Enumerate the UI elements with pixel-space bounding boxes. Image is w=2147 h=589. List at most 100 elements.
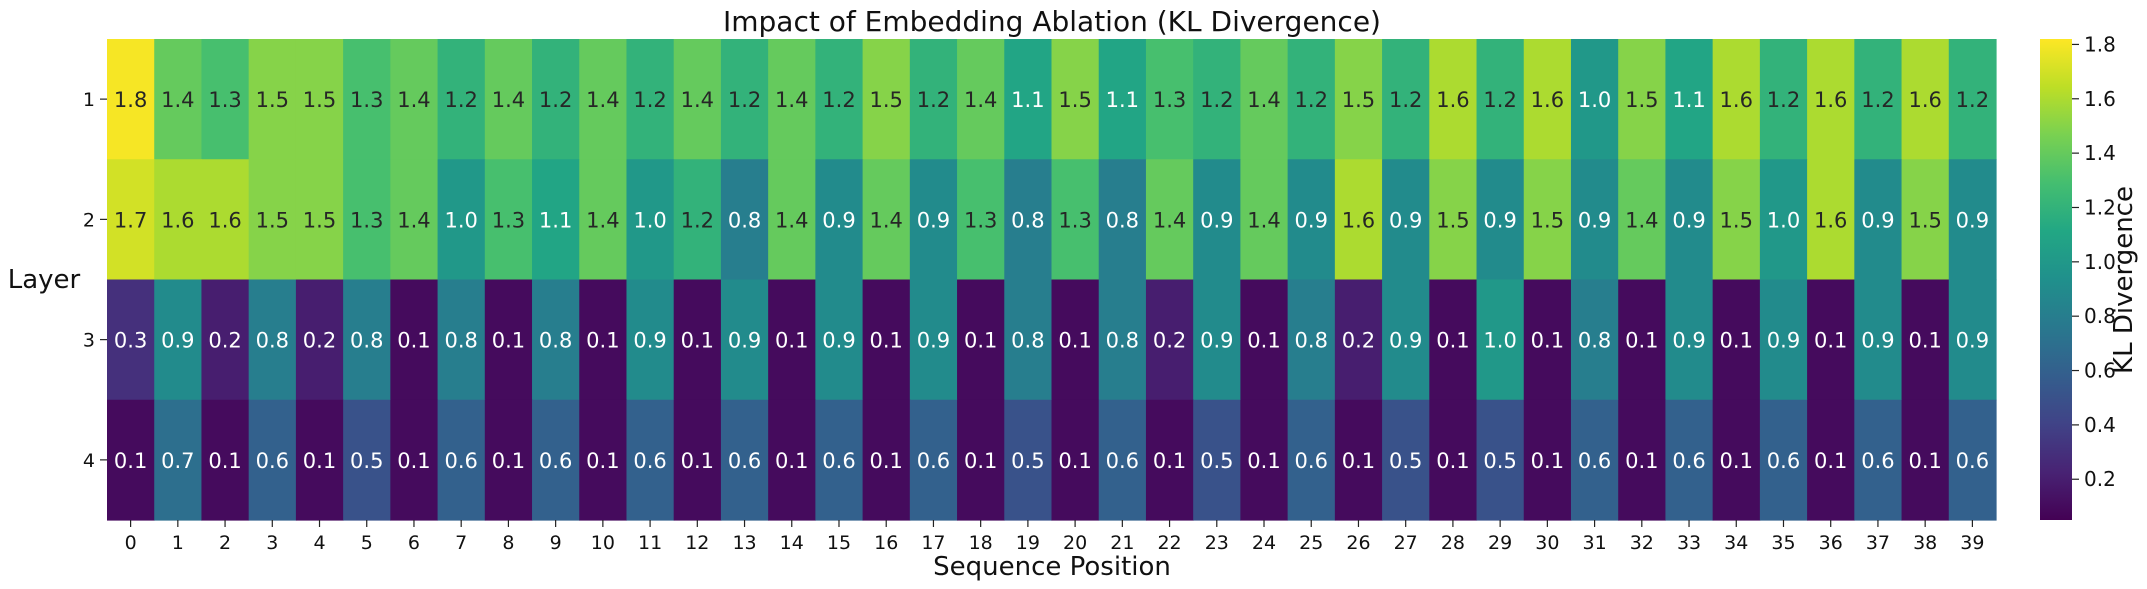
x-tick-label: 33	[1677, 532, 1701, 554]
x-tick-label: 23	[1205, 532, 1229, 554]
x-tick-label: 11	[638, 532, 662, 554]
heatmap-cell	[107, 399, 155, 521]
cell-value-label: 1.5	[1342, 88, 1375, 112]
heatmap-cell	[1807, 279, 1855, 401]
cell-value-label: 1.5	[256, 88, 289, 112]
heatmap-cell	[909, 159, 958, 281]
heatmap-cell	[673, 159, 722, 281]
heatmap-cell	[1618, 279, 1667, 401]
cell-value-label: 0.1	[681, 449, 714, 473]
heatmap-cell	[1854, 159, 1903, 281]
heatmap-cell	[107, 159, 155, 281]
heatmap-cell	[815, 279, 864, 401]
cell-value-label: 1.2	[728, 88, 761, 112]
heatmap-cell	[1382, 159, 1430, 281]
heatmap-cell	[154, 159, 203, 281]
heatmap-cell	[1476, 39, 1525, 160]
heatmap-cell	[1098, 399, 1147, 521]
heatmap-cell	[1429, 39, 1478, 160]
heatmap-cell	[579, 279, 628, 401]
heatmap-cell	[1476, 279, 1525, 401]
cell-value-label: 0.9	[1483, 208, 1516, 232]
heatmap-cell	[343, 159, 391, 281]
cell-value-label: 0.7	[161, 449, 194, 473]
heatmap-cell	[248, 39, 297, 160]
heatmap-cell	[201, 39, 250, 160]
cell-value-label: 1.5	[303, 208, 336, 232]
cell-value-label: 1.3	[492, 208, 525, 232]
cell-value-label: 0.8	[1295, 329, 1328, 353]
heatmap-cell	[390, 39, 439, 160]
cell-value-label: 0.6	[1767, 449, 1800, 473]
heatmap-cell	[1759, 159, 1808, 281]
cell-value-label: 1.2	[1200, 88, 1233, 112]
cell-value-label: 0.8	[1011, 208, 1044, 232]
cell-value-label: 1.5	[1625, 88, 1658, 112]
heatmap-cell	[1004, 39, 1053, 160]
x-tick-label: 2	[219, 532, 231, 554]
heatmap-cell	[862, 159, 911, 281]
cell-value-label: 0.9	[1578, 208, 1611, 232]
heatmap-cell	[532, 159, 580, 281]
cell-value-label: 0.9	[1295, 208, 1328, 232]
cell-value-label: 0.1	[1531, 329, 1564, 353]
heatmap-cell	[720, 279, 769, 401]
heatmap-cell	[579, 159, 628, 281]
heatmap-cell	[1193, 39, 1241, 160]
heatmap-cell	[862, 39, 911, 160]
cell-value-label: 0.5	[1389, 449, 1422, 473]
heatmap-cell	[1382, 399, 1430, 521]
cell-value-label: 0.1	[397, 329, 430, 353]
heatmap-cell	[532, 39, 580, 160]
heatmap-cell	[1523, 399, 1572, 521]
cell-value-label: 1.0	[1767, 208, 1800, 232]
cell-value-label: 1.2	[1767, 88, 1800, 112]
heatmap-cell	[1570, 39, 1619, 160]
cell-value-label: 0.6	[539, 449, 572, 473]
cell-value-label: 0.5	[1200, 449, 1233, 473]
heatmap-cell	[201, 279, 250, 401]
cell-value-label: 0.1	[1247, 329, 1280, 353]
heatmap-cell	[626, 39, 675, 160]
cell-value-label: 1.0	[444, 208, 477, 232]
cell-value-label: 1.3	[1153, 88, 1186, 112]
cell-value-label: 0.6	[1956, 449, 1989, 473]
cell-value-label: 1.2	[1295, 88, 1328, 112]
cell-value-label: 0.1	[1247, 449, 1280, 473]
heatmap-cell	[1004, 399, 1053, 521]
cell-value-label: 1.6	[1720, 88, 1753, 112]
heatmap-cell	[1334, 279, 1383, 401]
cell-value-label: 1.2	[633, 88, 666, 112]
x-tick-label: 14	[780, 532, 804, 554]
heatmap-cell	[248, 279, 297, 401]
x-tick-label: 5	[361, 532, 373, 554]
heatmap-cell	[1807, 159, 1855, 281]
cell-value-label: 0.9	[633, 329, 666, 353]
colorbar-ticks: 0.2 0.4 0.6 0.8 1.0 1.2 1.4 1.6 1.8	[2072, 32, 2116, 491]
heatmap-cell	[390, 279, 439, 401]
heatmap-cell	[1476, 399, 1525, 521]
heatmap-cell	[295, 279, 344, 401]
heatmap-cell	[1807, 399, 1855, 521]
cell-value-label: 1.3	[964, 208, 997, 232]
cell-value-label: 0.9	[728, 329, 761, 353]
cell-value-label: 1.4	[397, 88, 430, 112]
colorbar-tick-label: 0.6	[2084, 359, 2116, 383]
cell-value-label: 1.5	[1720, 208, 1753, 232]
cell-value-label: 1.4	[1247, 88, 1280, 112]
heatmap-cell	[343, 39, 391, 160]
cell-value-label: 0.6	[256, 449, 289, 473]
cell-value-label: 0.6	[728, 449, 761, 473]
cell-value-label: 1.4	[492, 88, 525, 112]
cell-value-label: 0.6	[633, 449, 666, 473]
cell-value-label: 1.3	[1058, 208, 1091, 232]
heatmap-cell	[437, 39, 486, 160]
heatmap-cell	[1948, 399, 1997, 521]
cell-value-label: 0.9	[1861, 329, 1894, 353]
cell-value-label: 1.5	[870, 88, 903, 112]
heatmap-cell	[1854, 39, 1903, 160]
heatmap-cell	[1004, 159, 1053, 281]
cell-value-label: 0.1	[114, 449, 147, 473]
heatmap-cell	[1665, 279, 1714, 401]
